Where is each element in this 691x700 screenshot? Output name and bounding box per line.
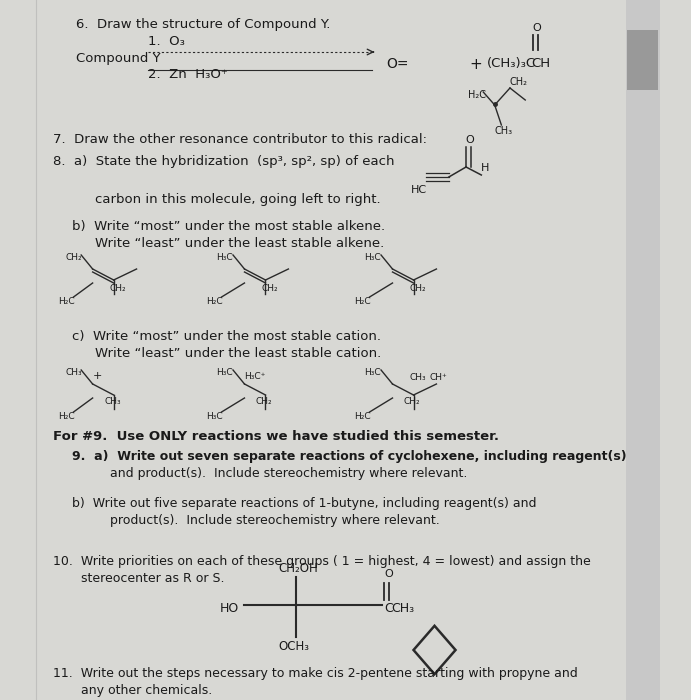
Bar bbox=[625, 0, 660, 700]
Text: b)  Write “most” under the most stable alkene.: b) Write “most” under the most stable al… bbox=[72, 220, 385, 233]
Text: c)  Write “most” under the most stable cation.: c) Write “most” under the most stable ca… bbox=[72, 330, 381, 343]
Text: and product(s).  Include stereochemistry where relevant.: and product(s). Include stereochemistry … bbox=[110, 467, 467, 480]
Text: +: + bbox=[93, 371, 102, 381]
Text: H₃C: H₃C bbox=[216, 368, 232, 377]
Text: CH₃: CH₃ bbox=[392, 603, 415, 615]
Text: HO: HO bbox=[220, 603, 239, 615]
Text: CH₂: CH₂ bbox=[110, 284, 126, 293]
Text: CH₃: CH₃ bbox=[410, 373, 426, 382]
Text: CH₂: CH₂ bbox=[256, 397, 272, 406]
Text: H₃C: H₃C bbox=[364, 368, 381, 377]
Text: O: O bbox=[532, 23, 540, 33]
Text: Compound Y: Compound Y bbox=[77, 52, 161, 65]
Text: CH⁺: CH⁺ bbox=[430, 373, 448, 382]
Text: O: O bbox=[384, 569, 392, 579]
Text: O: O bbox=[465, 135, 474, 145]
Text: H₂C: H₂C bbox=[207, 297, 223, 306]
Text: +: + bbox=[470, 57, 482, 72]
Text: H₂C: H₂C bbox=[58, 297, 75, 306]
Text: H₃C: H₃C bbox=[207, 412, 223, 421]
Text: OCH₃: OCH₃ bbox=[279, 640, 310, 653]
Text: 8.  a)  State the hybridization  (sp³, sp², sp) of each: 8. a) State the hybridization (sp³, sp²,… bbox=[53, 155, 394, 168]
Text: stereocenter as R or S.: stereocenter as R or S. bbox=[81, 572, 225, 585]
Text: C: C bbox=[384, 603, 392, 615]
Text: 11.  Write out the steps necessary to make cis 2-pentene starting with propyne a: 11. Write out the steps necessary to mak… bbox=[53, 667, 577, 680]
Text: CH: CH bbox=[531, 57, 550, 70]
Text: 1.  O₃: 1. O₃ bbox=[148, 35, 185, 48]
Text: H₂C: H₂C bbox=[354, 412, 371, 421]
Text: CH₃: CH₃ bbox=[66, 368, 82, 377]
Text: 10.  Write priorities on each of these groups ( 1 = highest, 4 = lowest) and ass: 10. Write priorities on each of these gr… bbox=[53, 555, 590, 568]
Text: For #9.  Use ONLY reactions we have studied this semester.: For #9. Use ONLY reactions we have studi… bbox=[53, 430, 498, 443]
Text: H₃C: H₃C bbox=[216, 253, 232, 262]
Text: HC: HC bbox=[410, 185, 427, 195]
Text: H: H bbox=[482, 163, 490, 173]
Text: CH₂: CH₂ bbox=[262, 284, 278, 293]
Bar bbox=[627, 30, 658, 90]
Text: any other chemicals.: any other chemicals. bbox=[81, 684, 212, 697]
Text: product(s).  Include stereochemistry where relevant.: product(s). Include stereochemistry wher… bbox=[110, 514, 439, 527]
Text: O=: O= bbox=[386, 57, 408, 71]
Text: H₂C: H₂C bbox=[58, 412, 75, 421]
Text: H₂C: H₂C bbox=[354, 297, 371, 306]
Text: H₃C⁺: H₃C⁺ bbox=[245, 372, 266, 381]
Text: H₃C: H₃C bbox=[364, 253, 381, 262]
Text: 2.  Zn  H₃O⁺: 2. Zn H₃O⁺ bbox=[148, 68, 228, 81]
Text: H₂C: H₂C bbox=[468, 90, 486, 100]
Text: CH₂: CH₂ bbox=[410, 284, 426, 293]
Text: carbon in this molecule, going left to right.: carbon in this molecule, going left to r… bbox=[95, 193, 381, 206]
Text: CH₃: CH₃ bbox=[104, 397, 121, 406]
Text: 9.  a)  Write out seven separate reactions of cyclohexene, including reagent(s): 9. a) Write out seven separate reactions… bbox=[72, 450, 626, 463]
Text: Write “least” under the least stable cation.: Write “least” under the least stable cat… bbox=[95, 347, 381, 360]
Text: CH₂: CH₂ bbox=[66, 253, 82, 262]
Text: CH₂: CH₂ bbox=[510, 77, 528, 87]
Text: Write “least” under the least stable alkene.: Write “least” under the least stable alk… bbox=[95, 237, 385, 250]
Text: b)  Write out five separate reactions of 1-butyne, including reagent(s) and: b) Write out five separate reactions of … bbox=[72, 497, 536, 510]
Text: CH₂OH: CH₂OH bbox=[279, 562, 319, 575]
Text: CH₂: CH₂ bbox=[404, 397, 421, 406]
Text: 7.  Draw the other resonance contributor to this radical:: 7. Draw the other resonance contributor … bbox=[53, 133, 426, 146]
Text: 6.  Draw the structure of Compound Y.: 6. Draw the structure of Compound Y. bbox=[77, 18, 331, 31]
Text: (CH₃)₃C: (CH₃)₃C bbox=[487, 57, 536, 70]
Text: CH₃: CH₃ bbox=[495, 126, 513, 136]
